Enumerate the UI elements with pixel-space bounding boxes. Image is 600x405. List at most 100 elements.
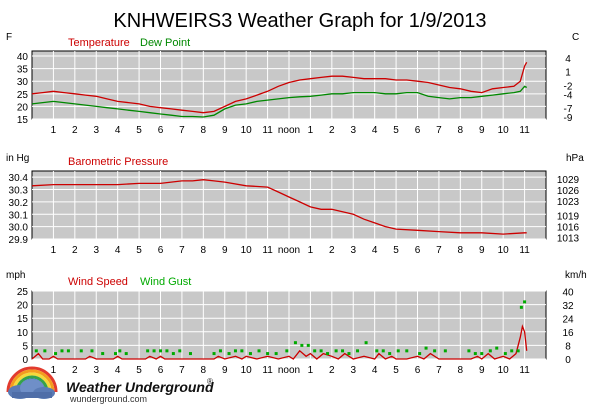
temperature-x-tick-label: noon — [278, 125, 300, 136]
wind-gust-point — [516, 349, 520, 353]
wind-x-tick-label: 1 — [51, 365, 57, 376]
temperature-x-tick-label: 7 — [179, 125, 185, 136]
temperature-y-tick-label: 35 — [17, 65, 29, 76]
temperature-right-tick-label: -4 — [564, 90, 573, 101]
wind-gust-point — [300, 343, 304, 347]
temperature-x-tick-label: 3 — [350, 125, 356, 136]
wunderground-logo[interactable]: Weather Underground ® wunderground.com — [6, 366, 214, 404]
wind-y-tick-label: 15 — [17, 314, 29, 325]
pressure-x-tick-label: 11 — [262, 245, 273, 256]
pressure-x-tick-label: 1 — [51, 245, 57, 256]
wind-x-tick-label: 2 — [329, 365, 335, 376]
temperature-x-tick-label: 8 — [458, 125, 464, 136]
temperature-x-tick-label: 5 — [136, 125, 142, 136]
wind-gust-point — [240, 349, 244, 353]
wind-x-tick-label: 7 — [179, 365, 185, 376]
wind-gust-point — [313, 349, 317, 353]
wind-gust-point — [473, 352, 477, 356]
wind-x-tick-label: 9 — [479, 365, 485, 376]
pressure-y-tick-label: 30.2 — [9, 198, 29, 209]
wind-x-tick-label: 5 — [136, 365, 142, 376]
wind-gust-point — [124, 352, 128, 356]
wind-left-unit: mph — [6, 270, 25, 281]
temperature-right-tick-label: -9 — [564, 113, 573, 124]
wind-gust-point — [101, 352, 105, 356]
pressure-y-tick-label: 30.1 — [9, 210, 29, 221]
pressure-x-tick-label: 11 — [519, 245, 530, 256]
wind-gust-point — [60, 349, 64, 353]
wind-x-tick-label: 8 — [201, 365, 207, 376]
wind-gust-point — [146, 349, 150, 353]
wind-x-tick-label: 10 — [241, 365, 253, 376]
wind-gust-point — [212, 352, 216, 356]
temperature-y-tick-label: 30 — [17, 77, 29, 88]
wind-gust-point — [510, 349, 514, 353]
wind-gust-point — [503, 352, 507, 356]
wind-gust-point — [319, 349, 323, 353]
legend-wind-gust: Wind Gust — [140, 276, 191, 288]
barometric-pressure-line — [31, 179, 527, 235]
wind-panel: mph km/h Wind Speed Wind Gust 0510152025… — [6, 270, 587, 376]
temperature-x-tick-label: 5 — [393, 125, 399, 136]
legend-temperature: Temperature — [68, 37, 130, 49]
pressure-x-tick-label: 7 — [179, 245, 185, 256]
pressure-x-tick-label: noon — [278, 245, 300, 256]
legend-barometric-pressure: Barometric Pressure — [68, 156, 168, 168]
wind-x-tick-label: 5 — [393, 365, 399, 376]
wind-gust-point — [433, 349, 437, 353]
pressure-x-tick-label: 6 — [415, 245, 421, 256]
pressure-right-tick-label: 1016 — [557, 222, 580, 233]
wind-gust-point — [159, 349, 162, 353]
temperature-x-tick-label: 11 — [262, 125, 273, 136]
pressure-right-tick-label: 1029 — [557, 175, 580, 186]
pressure-x-tick-label: 8 — [201, 245, 207, 256]
temperature-y-tick-label: 15 — [17, 115, 29, 126]
logo-registered-mark: ® — [207, 377, 213, 386]
wind-gust-point — [293, 341, 297, 345]
wind-gust-point — [334, 349, 338, 353]
pressure-right-tick-label: 1026 — [557, 186, 580, 197]
wind-right-tick-label: 40 — [562, 287, 574, 298]
wind-gust-point — [405, 349, 409, 353]
wind-gust-point — [90, 349, 94, 353]
pressure-panel: in Hg hPa Barometric Pressure 29.930.0 30… — [6, 153, 584, 256]
wind-gust-point — [114, 352, 118, 356]
pressure-x-tick-label: 10 — [241, 245, 253, 256]
temperature-x-tick-label: 8 — [201, 125, 207, 136]
wind-gust-point — [488, 349, 492, 353]
pressure-x-tick-label: 2 — [72, 245, 78, 256]
pressure-y-tick-label: 30.3 — [9, 186, 29, 197]
pressure-y-tick-label: 30.4 — [9, 173, 29, 184]
graph-title: KNHWEIRS3 Weather Graph for 1/9/2013 — [113, 10, 486, 32]
wind-gust-point — [66, 349, 70, 353]
wind-gust-point — [266, 352, 270, 356]
wind-gust-point — [306, 343, 310, 347]
pressure-x-tick-label: 9 — [222, 245, 228, 256]
pressure-x-tick-label: 8 — [458, 245, 464, 256]
wind-gust-point — [171, 352, 175, 356]
wind-x-tick-label: 1 — [308, 365, 314, 376]
pressure-x-tick-label: 10 — [498, 245, 510, 256]
temperature-x-tick-label: 9 — [222, 125, 228, 136]
wind-x-tick-label: 4 — [115, 365, 121, 376]
wind-x-tick-label: 3 — [93, 365, 99, 376]
temperature-x-tick-label: 1 — [308, 125, 314, 136]
wind-gust-point — [54, 352, 58, 356]
temperature-x-tick-label: 4 — [115, 125, 121, 136]
wind-gust-point — [396, 349, 400, 353]
wind-gust-point — [326, 352, 330, 356]
wind-gust-point — [418, 352, 422, 356]
pressure-right-unit: hPa — [566, 153, 584, 164]
temperature-x-tick-label: 10 — [498, 125, 510, 136]
wind-gust-point — [480, 352, 484, 356]
pressure-x-tick-label: 4 — [372, 245, 378, 256]
wind-gust-point — [381, 349, 385, 353]
wind-x-tick-label: 11 — [262, 365, 273, 376]
pressure-x-tick-label: 5 — [393, 245, 399, 256]
wind-right-tick-label: 32 — [562, 301, 574, 312]
wind-gust-point — [467, 349, 471, 353]
pressure-right-tick-label: 1023 — [557, 197, 580, 208]
temperature-right-unit: C — [572, 32, 579, 43]
pressure-x-tick-label: 6 — [158, 245, 164, 256]
